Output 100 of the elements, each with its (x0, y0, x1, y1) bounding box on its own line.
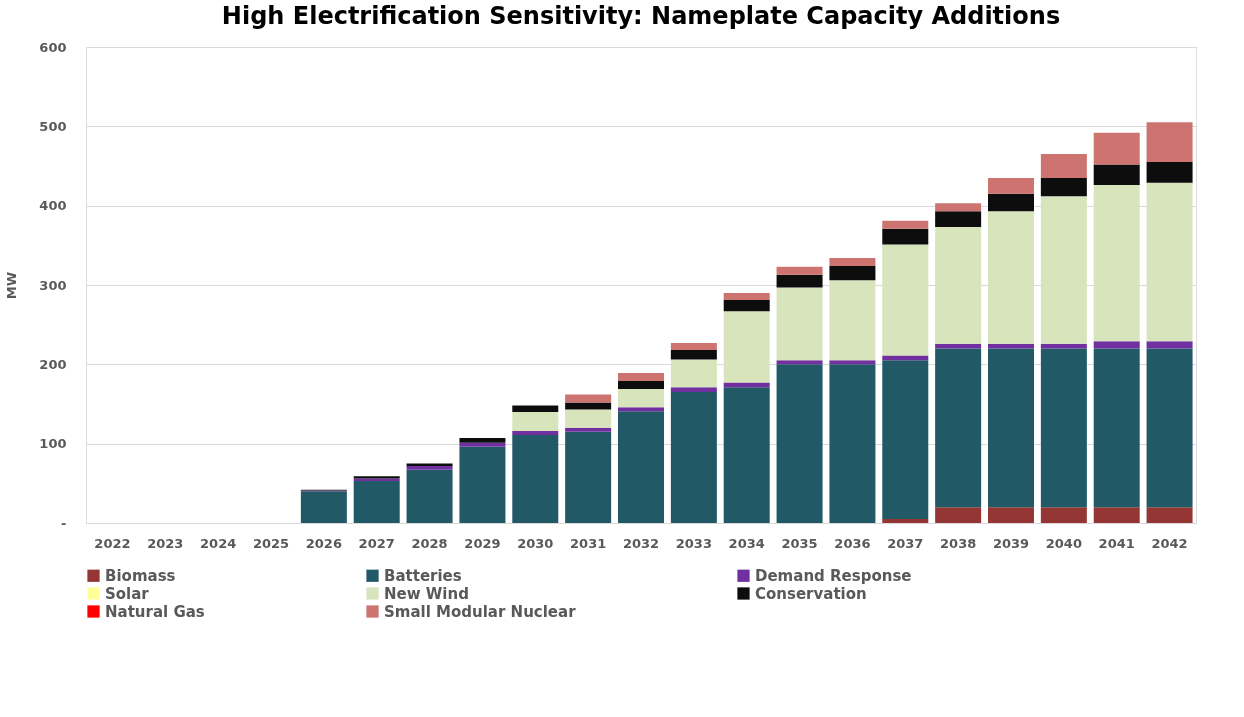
x-tick-label: 2022 (94, 535, 131, 551)
bar (1146, 182, 1193, 342)
y-tick-label: 600 (39, 39, 67, 55)
bar (670, 392, 717, 523)
bar (935, 211, 982, 228)
bar (829, 364, 876, 523)
bar (723, 387, 770, 523)
bar (1093, 348, 1140, 508)
bar (723, 300, 770, 312)
bar (512, 405, 559, 412)
x-tick-label: 2039 (992, 535, 1030, 551)
x-tick-label: 2036 (834, 535, 871, 551)
bar (882, 220, 929, 229)
x-tick-label: 2032 (622, 535, 660, 551)
x-tick-label: 2031 (570, 535, 607, 551)
bar (776, 360, 823, 365)
bar (776, 274, 823, 288)
bar (618, 411, 664, 523)
legend-label: Demand Response (755, 566, 912, 585)
bar (988, 348, 1034, 508)
bar (829, 360, 876, 365)
x-tick-label: 2030 (517, 535, 554, 551)
y-tick-label: - (61, 515, 67, 531)
chart-title: High Electrification Sensitivity: Nameplate Capacity Additions (221, 2, 1061, 30)
bar (565, 402, 612, 410)
bar (353, 480, 400, 523)
bar (829, 258, 876, 266)
x-tick-label: 2025 (252, 535, 290, 551)
bar (1093, 341, 1140, 349)
bar (1146, 162, 1193, 183)
bar (565, 431, 612, 523)
bar (565, 427, 612, 432)
bar (459, 446, 506, 523)
legend-label: Batteries (384, 566, 462, 585)
x-tick-label: 2038 (940, 535, 977, 551)
x-tick-label: 2027 (358, 535, 395, 551)
bar (988, 211, 1034, 344)
bar (565, 394, 612, 403)
x-tick-label: 2029 (464, 535, 501, 551)
bar (935, 227, 982, 344)
y-axis-title: MW (4, 271, 20, 300)
bar (618, 380, 664, 389)
bar (1146, 348, 1193, 508)
bar (512, 411, 559, 431)
bar (670, 350, 717, 360)
bar (1146, 507, 1193, 523)
legend-label: New Wind (384, 584, 469, 603)
bar (459, 438, 506, 443)
x-tick-label: 2028 (411, 535, 448, 551)
bar (1040, 196, 1087, 344)
x-tick-label: 2037 (887, 535, 924, 551)
bar (618, 407, 664, 412)
bar (565, 409, 612, 428)
bar (935, 348, 982, 508)
x-tick-label: 2033 (675, 535, 712, 551)
bar (1040, 177, 1087, 197)
bar (670, 359, 717, 388)
x-tick-label: 2023 (147, 535, 184, 551)
y-tick-label: 300 (39, 277, 67, 293)
x-tick-label: 2026 (305, 535, 342, 551)
bar (618, 388, 664, 408)
bar (935, 507, 982, 523)
bar (829, 280, 876, 361)
bar (1093, 507, 1140, 523)
y-tick-label: 500 (39, 118, 67, 134)
legend-label: Biomass (105, 566, 176, 585)
x-tick-label: 2035 (781, 535, 818, 551)
bar (670, 342, 717, 351)
bar (988, 507, 1034, 523)
bar (829, 265, 876, 281)
y-tick-label: 400 (39, 198, 67, 214)
bar (1146, 341, 1193, 349)
bar (670, 387, 717, 393)
x-tick-label: 2041 (1098, 535, 1135, 551)
bar (1040, 507, 1087, 523)
bar (882, 244, 929, 356)
bar (776, 266, 823, 275)
x-tick-label: 2024 (200, 535, 237, 551)
legend-label: Natural Gas (105, 602, 205, 621)
bar (406, 469, 453, 523)
x-tick-label: 2040 (1045, 535, 1082, 551)
x-tick-label: 2042 (1151, 535, 1188, 551)
bar (1093, 132, 1140, 165)
bar (882, 360, 929, 520)
bar (459, 442, 506, 447)
legend-label: Conservation (755, 584, 867, 603)
x-tick-label: 2034 (728, 535, 765, 551)
bar (723, 292, 770, 301)
legend-label: Small Modular Nuclear (384, 602, 577, 621)
bar (1093, 164, 1140, 186)
y-tick-label: 100 (39, 436, 67, 452)
bar (935, 203, 982, 212)
bar (988, 193, 1034, 212)
bar (512, 434, 559, 523)
bar (776, 287, 823, 361)
bar (618, 373, 664, 381)
bar (512, 430, 559, 435)
bar (406, 465, 453, 470)
y-tick-label: 200 (39, 356, 67, 372)
bar (988, 177, 1034, 194)
